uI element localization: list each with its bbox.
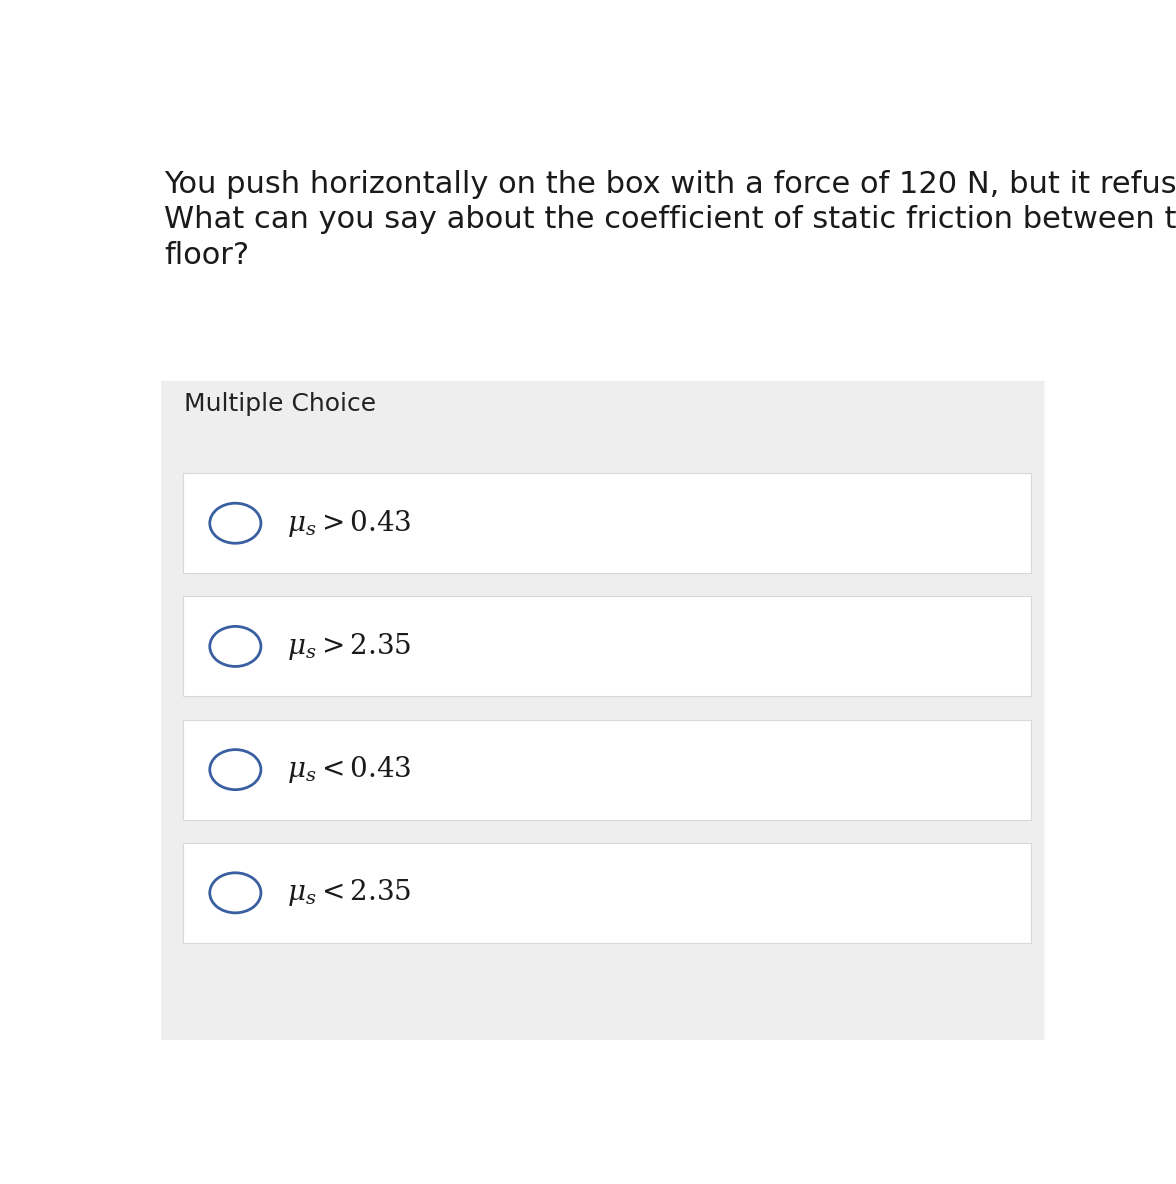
- Text: $\mu_s > 2.35$: $\mu_s > 2.35$: [287, 631, 412, 662]
- Text: $\mu_s < 2.35$: $\mu_s < 2.35$: [287, 877, 412, 908]
- Text: You push horizontally on the box with a force of 120 N, but it refuses to budge.: You push horizontally on the box with a …: [163, 169, 1176, 199]
- Ellipse shape: [209, 749, 261, 790]
- FancyBboxPatch shape: [182, 474, 1030, 573]
- Ellipse shape: [209, 873, 261, 913]
- FancyBboxPatch shape: [182, 597, 1030, 696]
- Text: floor?: floor?: [163, 240, 249, 270]
- Ellipse shape: [209, 626, 261, 667]
- FancyBboxPatch shape: [182, 843, 1030, 942]
- Ellipse shape: [209, 503, 261, 543]
- Text: Multiple Choice: Multiple Choice: [185, 392, 376, 417]
- Text: $\mu_s < 0.43$: $\mu_s < 0.43$: [287, 754, 412, 785]
- FancyBboxPatch shape: [161, 381, 1044, 1040]
- FancyBboxPatch shape: [182, 720, 1030, 819]
- Text: What can you say about the coefficient of static friction between the box and th: What can you say about the coefficient o…: [163, 205, 1176, 234]
- Text: $\mu_s > 0.43$: $\mu_s > 0.43$: [287, 508, 412, 539]
